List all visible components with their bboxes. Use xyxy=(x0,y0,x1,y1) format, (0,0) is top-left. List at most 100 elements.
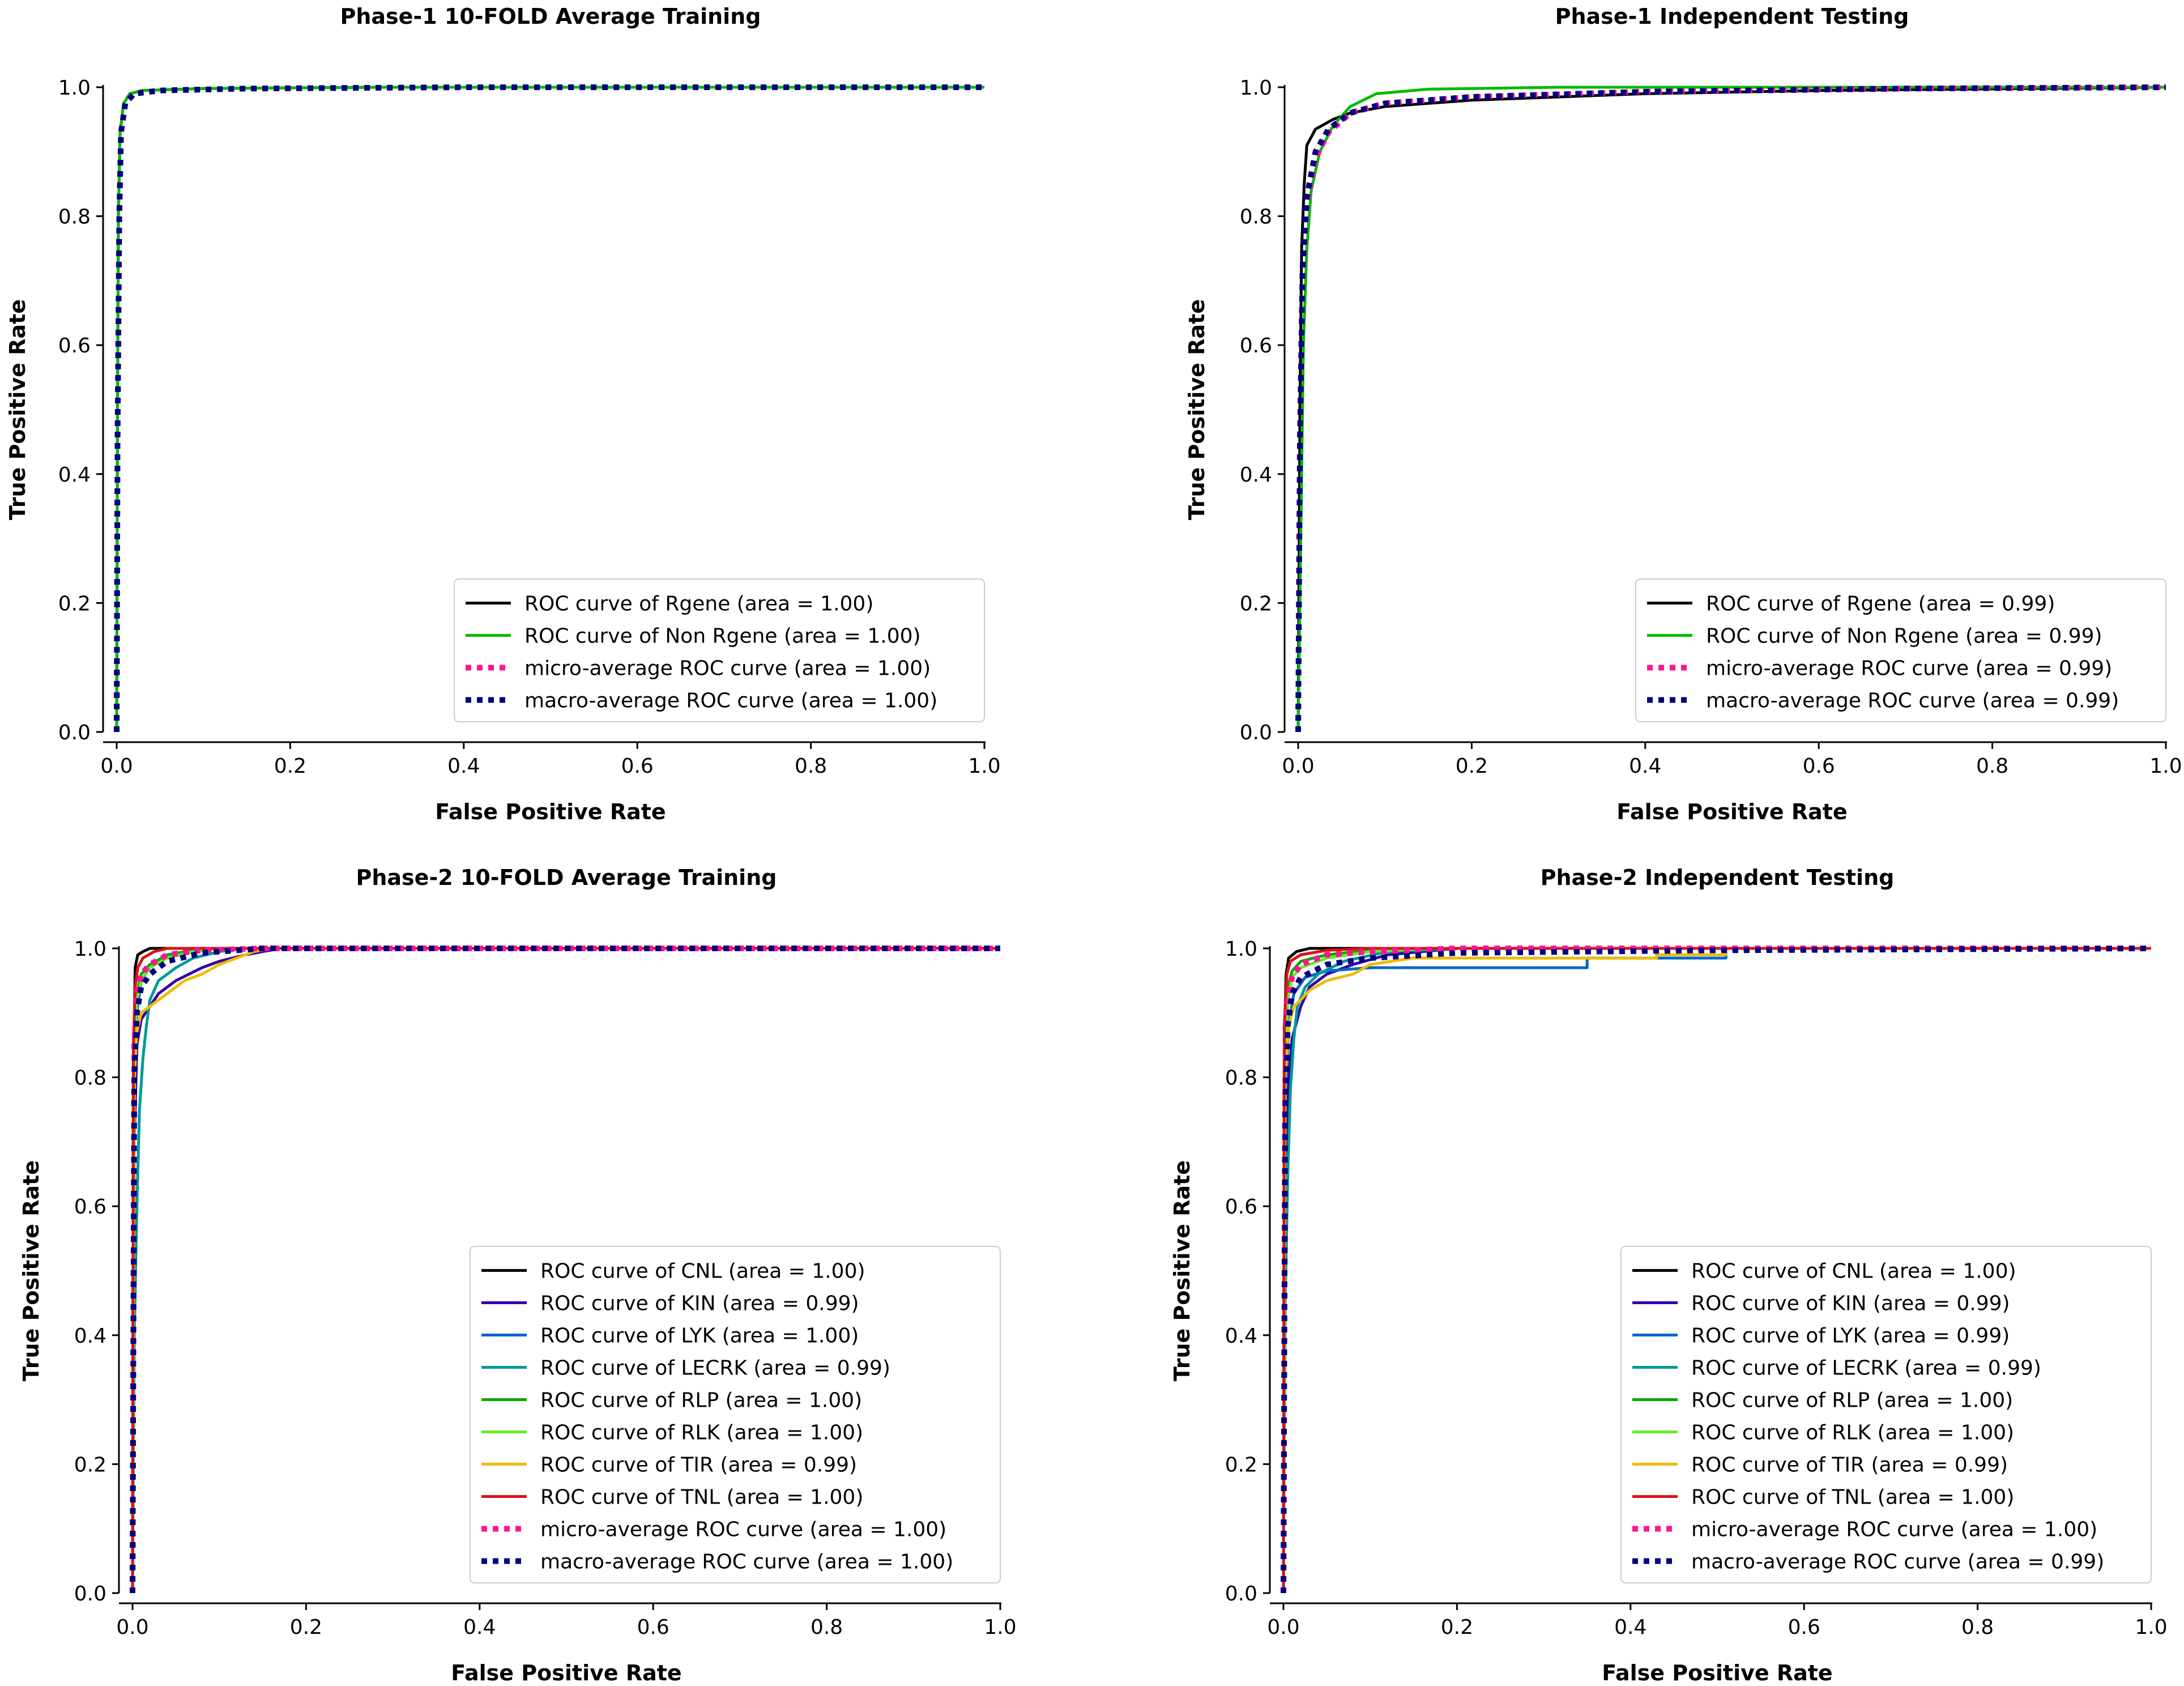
x-tick-label: 0.8 xyxy=(1976,755,2008,778)
legend-entry: ROC curve of KIN (area = 0.99) xyxy=(540,1292,859,1315)
y-tick-label: 0.2 xyxy=(58,592,91,615)
x-tick-label: 0.2 xyxy=(1441,1616,1473,1639)
x-tick-label: 0.4 xyxy=(1629,755,1661,778)
legend-entry: ROC curve of RLK (area = 1.00) xyxy=(1691,1421,2014,1445)
roc-panel-1: Phase-1 10-FOLD Average Training 0.0 0.2 0.… xyxy=(5,4,1001,824)
legend-entry: ROC curve of RLK (area = 1.00) xyxy=(540,1421,863,1445)
y-tick-label: 0.6 xyxy=(58,334,91,357)
legend-entry: ROC curve of Rgene (area = 0.99) xyxy=(1706,593,2055,616)
chart-title: Phase-1 Independent Testing xyxy=(1555,4,1909,29)
y-tick-label: 1.0 xyxy=(74,938,106,961)
x-axis-label: False Positive Rate xyxy=(1602,1661,1832,1685)
x-tick-label: 0.8 xyxy=(1961,1616,1994,1639)
x-tick-label: 0.4 xyxy=(447,755,480,778)
legend-entry: micro-average ROC curve (area = 1.00) xyxy=(540,1518,946,1542)
x-tick-label: 0.0 xyxy=(100,755,133,778)
roc-series-line-2 xyxy=(1282,947,2151,1594)
roc-series-line-7 xyxy=(1282,947,2151,1594)
legend-entry: macro-average ROC curve (area = 1.00) xyxy=(540,1551,953,1574)
x-tick-label: 1.0 xyxy=(2135,1616,2167,1639)
legend-entry: ROC curve of TNL (area = 1.00) xyxy=(540,1486,863,1509)
legend-entry: ROC curve of TIR (area = 0.99) xyxy=(1691,1454,2008,1477)
legend-entry: macro-average ROC curve (area = 0.99) xyxy=(1706,689,2119,713)
roc-panel-4: Phase-2 Independent Testing 0.0 0.2 0.4 0.6 0… xyxy=(1170,865,2168,1685)
legend-entry: ROC curve of KIN (area = 0.99) xyxy=(1691,1292,2010,1315)
roc-series-line-9 xyxy=(1281,946,2151,1594)
legend-entry: ROC curve of Non Rgene (area = 1.00) xyxy=(524,625,921,648)
y-tick-label: 0.4 xyxy=(1225,1325,1257,1348)
x-tick-label: 0.0 xyxy=(1282,755,1314,778)
x-tick-label: 1.0 xyxy=(2149,755,2182,778)
x-tick-label: 0.6 xyxy=(621,755,654,778)
x-tick-label: 0.6 xyxy=(637,1616,669,1639)
legend-entry: micro-average ROC curve (area = 1.00) xyxy=(1691,1518,2097,1542)
legend-entry: ROC curve of CNL (area = 1.00) xyxy=(1691,1260,2016,1283)
x-tick-label: 0.2 xyxy=(1456,755,1488,778)
legend-entry: ROC curve of RLP (area = 1.00) xyxy=(540,1389,862,1412)
chart-title: Phase-1 10-FOLD Average Training xyxy=(340,4,761,29)
legend-entry: ROC curve of RLP (area = 1.00) xyxy=(1691,1389,2013,1412)
roc-series-line-4 xyxy=(1295,84,2166,733)
y-tick-label: 0.0 xyxy=(74,1582,106,1606)
legend-entry: ROC curve of Rgene (area = 1.00) xyxy=(524,593,873,616)
legend-entry: ROC curve of CNL (area = 1.00) xyxy=(540,1260,865,1283)
legend-entry: ROC curve of LECRK (area = 0.99) xyxy=(540,1357,890,1380)
legend-entry: ROC curve of LECRK (area = 0.99) xyxy=(1691,1357,2041,1380)
y-axis-label: True Positive Rate xyxy=(5,299,30,520)
y-tick-label: 0.8 xyxy=(1240,206,1272,229)
legend-entry: macro-average ROC curve (area = 0.99) xyxy=(1691,1551,2104,1574)
y-tick-label: 0.0 xyxy=(1240,721,1272,744)
y-tick-label: 0.6 xyxy=(74,1195,106,1219)
legend-frame xyxy=(454,578,985,722)
x-axis-label: False Positive Rate xyxy=(451,1661,681,1685)
legend: ROC curve of CNL (area = 1.00) ROC curve … xyxy=(1620,1246,2152,1583)
legend-entry: ROC curve of LYK (area = 1.00) xyxy=(540,1325,859,1348)
y-tick-label: 0.2 xyxy=(74,1453,106,1476)
x-tick-label: 0.8 xyxy=(795,755,827,778)
roc-series-line-8 xyxy=(1282,947,2151,1594)
y-tick-label: 0.4 xyxy=(74,1325,106,1348)
y-tick-label: 1.0 xyxy=(58,76,91,100)
roc-panel-2: Phase-1 Independent Testing 0.0 0.2 0.4 0.6 0… xyxy=(1184,4,2182,824)
x-axis-label: False Positive Rate xyxy=(1616,799,1847,824)
chart-title: Phase-2 10-FOLD Average Training xyxy=(356,865,777,890)
y-axis-label: True Positive Rate xyxy=(1170,1160,1195,1381)
legend-entry: micro-average ROC curve (area = 1.00) xyxy=(524,657,931,680)
y-tick-label: 0.0 xyxy=(1225,1582,1257,1606)
y-tick-label: 1.0 xyxy=(1240,76,1272,100)
chart-title: Phase-2 Independent Testing xyxy=(1541,865,1895,890)
y-tick-label: 0.6 xyxy=(1240,334,1272,357)
y-tick-label: 0.2 xyxy=(1225,1453,1257,1476)
y-tick-label: 0.8 xyxy=(74,1067,106,1090)
x-tick-label: 0.0 xyxy=(1267,1616,1299,1639)
y-tick-label: 0.0 xyxy=(58,721,91,744)
legend: ROC curve of CNL (area = 1.00) ROC curve … xyxy=(470,1246,1001,1583)
legend: ROC curve of Rgene (area = 1.00) ROC curv… xyxy=(454,578,985,722)
x-tick-label: 0.8 xyxy=(811,1616,843,1639)
x-tick-label: 0.6 xyxy=(1788,1616,1820,1639)
legend-entry: ROC curve of TIR (area = 0.99) xyxy=(540,1454,857,1477)
y-tick-label: 0.4 xyxy=(1240,463,1272,487)
y-tick-label: 0.6 xyxy=(1225,1195,1257,1219)
x-tick-label: 1.0 xyxy=(984,1616,1016,1639)
y-tick-label: 1.0 xyxy=(1225,938,1257,961)
y-tick-label: 0.8 xyxy=(58,206,91,229)
x-tick-label: 0.4 xyxy=(1614,1616,1646,1639)
legend-frame xyxy=(1620,1246,2152,1583)
roc-panel-3: Phase-2 10-FOLD Average Training 0.0 0.2 0.… xyxy=(19,865,1017,1685)
y-tick-label: 0.4 xyxy=(58,463,91,487)
x-tick-label: 1.0 xyxy=(968,755,1000,778)
x-tick-label: 0.0 xyxy=(116,1616,148,1639)
roc-series-line-9 xyxy=(130,946,1000,1594)
roc-series-line-7 xyxy=(131,947,1000,1594)
legend-entry: ROC curve of Non Rgene (area = 0.99) xyxy=(1706,625,2102,648)
y-axis-label: True Positive Rate xyxy=(1184,299,1209,520)
x-tick-label: 0.6 xyxy=(1803,755,1835,778)
y-tick-label: 0.8 xyxy=(1225,1067,1257,1090)
legend-entry: ROC curve of LYK (area = 0.99) xyxy=(1691,1325,2010,1348)
y-tick-label: 0.2 xyxy=(1240,592,1272,615)
legend-entry: macro-average ROC curve (area = 1.00) xyxy=(524,689,937,713)
roc-series-line-4 xyxy=(114,84,984,733)
legend-frame xyxy=(1635,578,2166,722)
